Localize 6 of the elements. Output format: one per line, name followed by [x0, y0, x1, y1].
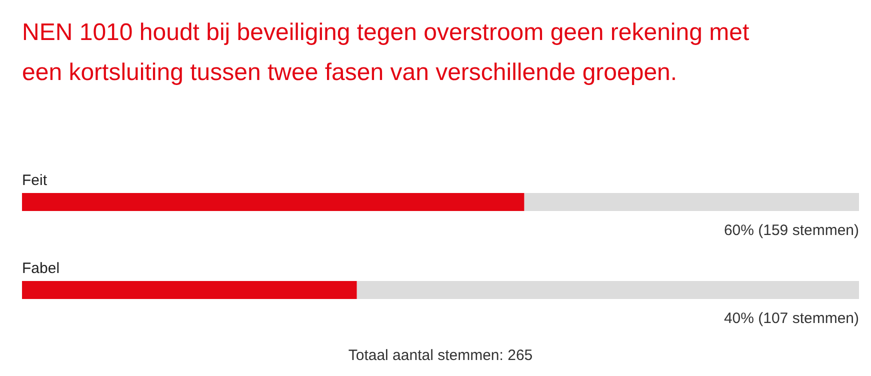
- data-label: 60% (159 stemmen): [724, 222, 859, 239]
- chart-title: NEN 1010 houdt bij beveiliging tegen overstroom geen rekening met een kortsluiting tussen twee fasen van verschillende groepen.: [22, 19, 750, 86]
- annotation: Totaal aantal stemmen: 265: [348, 347, 533, 364]
- y-tick-label: Fabel: [22, 260, 60, 277]
- y-tick-label: Feit: [22, 172, 48, 189]
- data-label: 40% (107 stemmen): [724, 310, 859, 327]
